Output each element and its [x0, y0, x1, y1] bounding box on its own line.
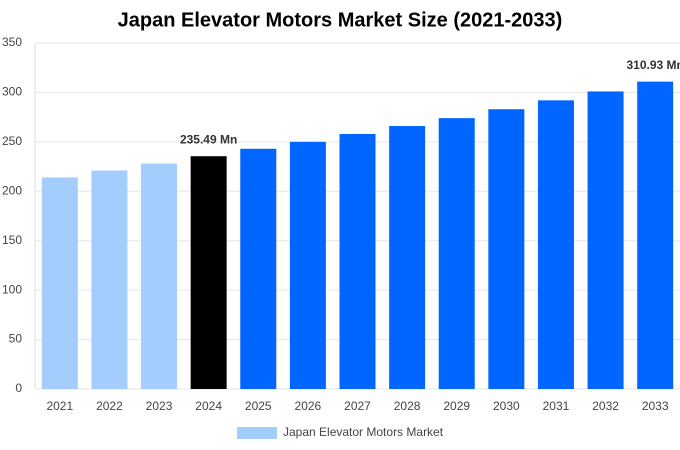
bar [339, 133, 376, 389]
bar [190, 156, 227, 389]
value-label: 310.93 Mn [627, 58, 680, 72]
chart-title: Japan Elevator Motors Market Size (2021-… [118, 9, 563, 31]
x-tick-label: 2021 [46, 399, 73, 413]
x-tick-label: 2033 [642, 399, 669, 413]
bar [438, 118, 475, 389]
x-tick-label: 2022 [96, 399, 123, 413]
y-tick-label: 250 [2, 134, 22, 148]
bar [289, 141, 326, 389]
legend-swatch [237, 427, 277, 439]
x-tick-label: 2028 [394, 399, 421, 413]
bar [537, 100, 574, 389]
y-tick-label: 350 [2, 35, 22, 49]
x-tick-label: 2030 [493, 399, 520, 413]
y-tick-label: 50 [9, 332, 23, 346]
y-tick-label: 100 [2, 282, 22, 296]
bar [141, 163, 178, 389]
x-tick-label: 2032 [592, 399, 619, 413]
bar [587, 91, 624, 389]
bar [240, 148, 277, 389]
x-tick-label: 2026 [295, 399, 322, 413]
y-tick-label: 300 [2, 85, 22, 99]
legend-label: Japan Elevator Motors Market [283, 425, 444, 439]
bar [389, 126, 426, 389]
value-label: 235.49 Mn [180, 132, 237, 146]
x-tick-label: 2029 [443, 399, 470, 413]
x-tick-label: 2027 [344, 399, 371, 413]
y-tick-label: 0 [15, 381, 22, 395]
x-tick-label: 2024 [195, 399, 222, 413]
bar [41, 177, 78, 389]
bar [488, 109, 525, 389]
x-tick-label: 2025 [245, 399, 272, 413]
y-tick-label: 150 [2, 233, 22, 247]
x-tick-label: 2031 [543, 399, 570, 413]
bar [91, 170, 128, 389]
x-tick-label: 2023 [146, 399, 173, 413]
bar [637, 81, 674, 390]
y-tick-label: 200 [2, 183, 22, 197]
